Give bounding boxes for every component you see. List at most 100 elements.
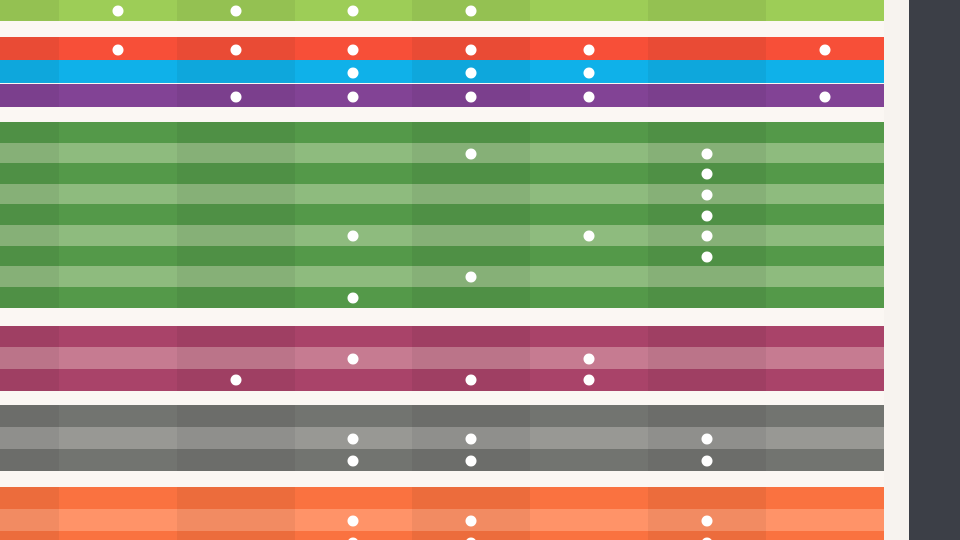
grid-cell (177, 347, 295, 370)
marker-dot (230, 5, 242, 16)
grid-cell (177, 163, 295, 185)
grid-cell (295, 405, 412, 427)
grid-cell (295, 122, 412, 143)
grid-cell (59, 326, 177, 348)
marker-dot (112, 5, 124, 16)
grid-cell (177, 183, 295, 205)
grid-cell (648, 60, 766, 83)
grid-cell (177, 122, 295, 143)
grid-cell (59, 245, 177, 267)
grid-cell (412, 225, 530, 246)
marker-dot (230, 44, 242, 55)
grid-cell (0, 204, 59, 226)
grid-cell (0, 266, 59, 288)
grid-cell (177, 405, 295, 427)
band-purple (0, 84, 884, 107)
marker-dot (347, 515, 359, 527)
grid-cell (648, 37, 766, 60)
grid-cell (412, 405, 530, 427)
grid-cell (0, 60, 59, 83)
grid-cell (59, 286, 177, 308)
grid-cell (648, 266, 766, 288)
dark-side-panel (909, 0, 960, 540)
grid-cell (766, 347, 884, 370)
grid-cell (766, 122, 884, 143)
grid-cell (177, 245, 295, 267)
grid-cell (766, 531, 884, 540)
grid-cell (0, 509, 59, 531)
band-row (0, 531, 884, 540)
grid-cell (0, 487, 59, 509)
band-row (0, 225, 884, 246)
grid-cell (766, 509, 884, 531)
grid-cell (648, 286, 766, 308)
grid-cell (530, 204, 648, 226)
grid-cell (648, 84, 766, 107)
grid-cell (530, 449, 648, 471)
band-row (0, 122, 884, 143)
grid-cell (530, 245, 648, 267)
grid-cell (412, 204, 530, 226)
marker-dot (583, 91, 595, 102)
grid-cell (177, 225, 295, 246)
grid-cell (177, 60, 295, 83)
marker-dot (583, 67, 595, 78)
band-row (0, 245, 884, 267)
grid-cell (648, 347, 766, 370)
grid-cell (766, 427, 884, 449)
grid-cell (648, 368, 766, 391)
band-row (0, 326, 884, 348)
marker-dot (701, 148, 713, 160)
grid-cell (766, 163, 884, 185)
band-magenta (0, 326, 884, 391)
grid-cell (766, 204, 884, 226)
grid-cell (766, 449, 884, 471)
grid-cell (59, 183, 177, 205)
grid-cell (295, 487, 412, 509)
marker-dot (347, 44, 359, 55)
marker-dot (465, 455, 477, 467)
grid-cell (766, 487, 884, 509)
grid-cell (0, 427, 59, 449)
marker-dot (347, 91, 359, 102)
grid-cell (648, 487, 766, 509)
band-row (0, 427, 884, 449)
grid-cell (412, 347, 530, 370)
grid-cell (59, 509, 177, 531)
grid-cell (59, 368, 177, 391)
marker-dot (819, 44, 831, 55)
grid-cell (530, 122, 648, 143)
grid-cell (177, 326, 295, 348)
band-row (0, 0, 884, 21)
grid-cell (766, 286, 884, 308)
grid-cell (766, 245, 884, 267)
marker-dot (701, 251, 713, 263)
grid-cell (177, 449, 295, 471)
band-row (0, 84, 884, 107)
grid-cell (766, 225, 884, 246)
grid-cell (766, 142, 884, 164)
grid-cell (766, 368, 884, 391)
grid-cell (177, 204, 295, 226)
grid-cell (59, 225, 177, 246)
marker-dot (583, 353, 595, 365)
grid-cell (766, 183, 884, 205)
marker-dot (465, 44, 477, 55)
grid-cell (530, 142, 648, 164)
grid-cell (648, 326, 766, 348)
marker-dot (347, 292, 359, 304)
grid-cell (412, 286, 530, 308)
grid-cell (59, 204, 177, 226)
marker-dot (701, 455, 713, 467)
grid-cell (177, 487, 295, 509)
band-row (0, 286, 884, 308)
grid-cell (412, 163, 530, 185)
grid-cell (59, 122, 177, 143)
band-red (0, 37, 884, 60)
grid-cell (648, 0, 766, 21)
band-row (0, 405, 884, 427)
marker-dot (347, 67, 359, 78)
marker-dot (465, 374, 477, 386)
grid-cell (59, 531, 177, 540)
grid-cell (766, 0, 884, 21)
